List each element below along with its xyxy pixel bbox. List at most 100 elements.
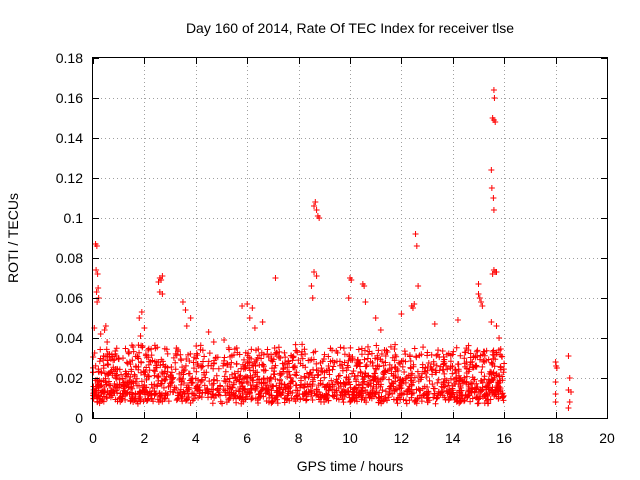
band-point [110,364,117,371]
band-point [364,355,371,362]
band-point [187,350,194,357]
band-point [391,346,398,353]
band-point [186,370,193,377]
band-point [451,366,458,373]
band-point [339,395,346,402]
band-point [239,389,246,396]
band-point [178,357,185,364]
data-point [476,295,483,301]
band-point [252,363,259,370]
band-point [146,367,153,374]
band-point [383,347,390,354]
band-point [205,358,212,365]
band-point [238,365,245,372]
band-point [200,358,207,365]
band-point [433,352,440,359]
band-point [194,361,201,368]
band-point [227,364,234,371]
band-point [440,353,447,360]
band-point [237,372,244,379]
band-point [254,396,261,403]
band-point [406,352,413,359]
band-point [469,358,476,365]
data-point [553,365,560,371]
band-point [407,377,414,384]
band-point [377,356,384,363]
band-point [321,384,328,391]
band-point [272,362,279,369]
band-point [392,352,399,359]
band-point [423,374,430,381]
band-point [181,366,188,373]
data-point [345,295,352,301]
data-point [95,285,102,291]
band-point [289,353,296,360]
band-point [327,384,334,391]
data-point [348,277,355,283]
band-point [194,382,201,389]
band-point [297,396,304,403]
band-point [178,369,185,376]
y-tick-label: 0.18 [56,50,83,66]
band-point [416,372,423,379]
band-point [184,382,191,389]
band-point [479,387,486,394]
y-tick-label: 0.1 [64,210,84,226]
band-point [193,368,200,375]
data-point [413,243,420,249]
y-tick-label: 0.16 [56,90,83,106]
band-point [499,390,506,397]
band-point [334,391,341,398]
band-point [449,370,456,377]
band-point [230,351,237,358]
band-point [444,390,451,397]
band-point [92,362,99,369]
band-point [172,366,179,373]
band-point [129,357,136,364]
band-point [294,387,301,394]
band-point [298,351,305,358]
band-point [152,368,159,375]
data-point [475,281,482,287]
band-point [325,353,332,360]
band-point [284,392,291,399]
band-point [247,372,254,379]
band-point [459,395,466,402]
band-point [190,359,197,366]
band-point [347,384,354,391]
band-point [287,374,294,381]
band-point [337,344,344,351]
band-point [173,352,180,359]
band-point [104,361,111,368]
band-point [120,383,127,390]
data-point [141,325,148,331]
data-point [93,267,100,273]
band-point [246,367,253,374]
band-point [100,389,107,396]
band-point [215,365,222,372]
band-point [397,360,404,367]
band-point [467,398,474,405]
band-point [432,400,439,407]
band-point [122,378,129,385]
band-point [406,383,413,390]
band-point [238,400,245,407]
band-point [425,394,432,401]
band-point [399,363,406,370]
band-point [159,370,166,377]
band-point [311,374,318,381]
band-point [314,367,321,374]
data-point [491,95,498,101]
band-point [123,359,130,366]
band-point [155,374,162,381]
band-point [227,383,234,390]
band-point [307,369,314,376]
band-point [100,353,107,360]
band-point [264,375,271,382]
band-point [154,373,161,380]
band-point [432,369,439,376]
band-point [318,368,325,375]
band-point [262,379,269,386]
band-point [182,397,189,404]
data-point [488,319,495,325]
